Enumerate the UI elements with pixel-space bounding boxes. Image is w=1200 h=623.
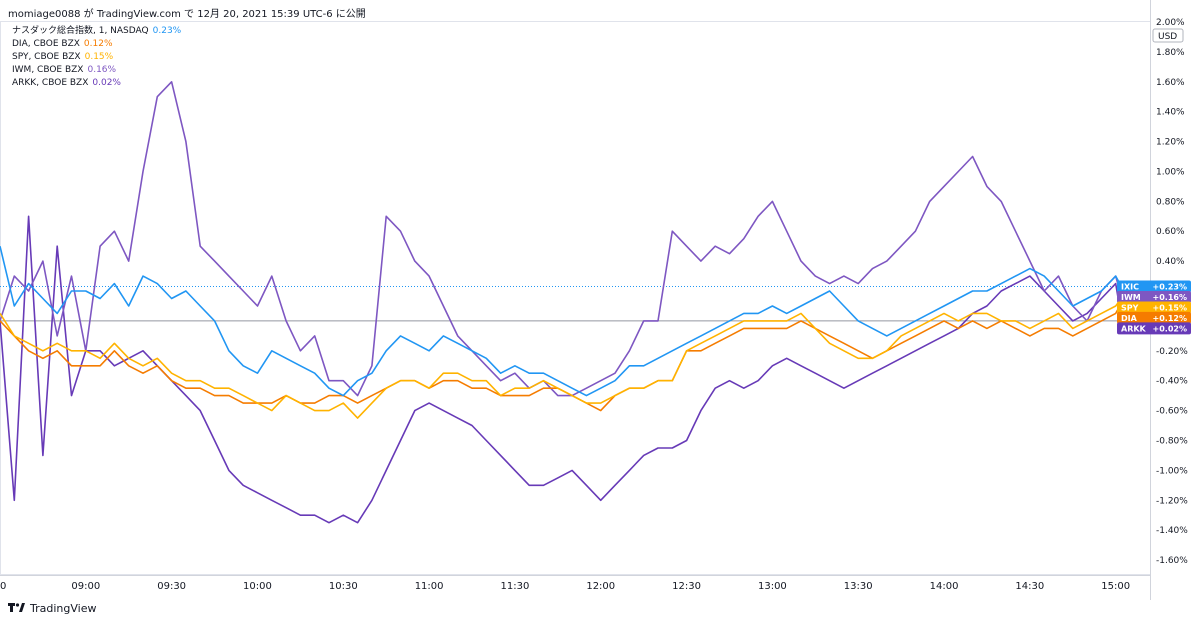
legend-series-name: ARKK, CBOE BZX: [12, 78, 89, 88]
currency-label: USD: [1158, 32, 1177, 42]
legend-series-change: 0.23%: [152, 26, 182, 36]
y-tick-label: -0.20%: [1156, 347, 1188, 357]
x-tick-label: 12:30: [672, 581, 701, 592]
price-tag-ixic[interactable]: IXIC +0.23%: [1117, 280, 1191, 293]
currency-badge[interactable]: [1152, 28, 1184, 43]
chart-legend: ナスダック総合指数, 1, NASDAQ 0.23% DIA, CBOE BZX 0.…: [12, 25, 181, 90]
y-tick-label: 1.20%: [1156, 138, 1185, 148]
price-tag-bg: [1117, 301, 1191, 314]
price-tag-bg: [1117, 322, 1191, 335]
series-line-dia[interactable]: [0, 302, 1123, 412]
y-tick-label: 0.40%: [1156, 257, 1185, 267]
legend-item[interactable]: ARKK, CBOE BZX 0.02%: [12, 77, 181, 90]
price-tag-value: +0.23%: [1153, 283, 1187, 292]
tradingview-footer[interactable]: TradingView: [8, 602, 96, 615]
y-tick-label: -0.40%: [1156, 377, 1188, 387]
price-tag-symbol: ARKK: [1121, 324, 1147, 333]
legend-item[interactable]: DIA, CBOE BZX 0.12%: [12, 38, 181, 51]
price-tag-symbol: IXIC: [1121, 283, 1139, 292]
x-tick-label: 14:30: [1015, 581, 1044, 592]
x-tick-label: 12:00: [586, 581, 615, 592]
price-tag-bg: [1117, 280, 1191, 293]
price-tag-iwm[interactable]: IWM +0.16%: [1117, 291, 1191, 304]
y-tick-label: 1.80%: [1156, 48, 1185, 58]
x-tick-label: 13:00: [758, 581, 787, 592]
y-tick-label: 0.60%: [1156, 227, 1185, 237]
x-tick-label: 10:30: [329, 581, 358, 592]
series-line-arkk[interactable]: [0, 215, 1123, 524]
price-tag-value: +0.15%: [1153, 303, 1187, 312]
x-tick-label: 09:00: [71, 581, 100, 592]
x-tick-label: 09:30: [157, 581, 186, 592]
series-line-spy[interactable]: [0, 298, 1123, 419]
legend-item[interactable]: ナスダック総合指数, 1, NASDAQ 0.23%: [12, 25, 181, 38]
tradingview-brand-label: TradingView: [30, 602, 97, 615]
legend-series-change: 0.15%: [84, 52, 114, 62]
y-tick-label: -1.00%: [1156, 466, 1188, 476]
legend-item[interactable]: SPY, CBOE BZX 0.15%: [12, 51, 181, 64]
x-tick-label: 15:00: [1101, 581, 1130, 592]
price-tag-bg: [1117, 291, 1191, 304]
price-tag-value: +0.16%: [1153, 293, 1187, 302]
y-tick-label: -0.80%: [1156, 436, 1188, 446]
legend-series-change: 0.02%: [92, 78, 121, 88]
price-tag-bg: [1117, 311, 1191, 324]
tradingview-logo-icon: [8, 602, 26, 615]
x-tick-label: 11:30: [501, 581, 530, 592]
x-tick-label: 13:30: [844, 581, 873, 592]
legend-series-name: ナスダック総合指数, 1, NASDAQ: [12, 26, 149, 36]
y-tick-label: 0.80%: [1156, 197, 1185, 207]
price-tag-symbol: IWM: [1121, 293, 1141, 302]
x-tick-label: 14:00: [930, 581, 959, 592]
legend-series-name: DIA, CBOE BZX: [12, 39, 80, 49]
legend-series-name: SPY, CBOE BZX: [12, 52, 81, 62]
price-tag-dia[interactable]: DIA +0.12%: [1117, 311, 1191, 324]
price-tag-arkk[interactable]: ARKK +0.02%: [1117, 322, 1191, 335]
x-tick-label: 10:00: [243, 581, 272, 592]
x-tick-label: 11:00: [415, 581, 444, 592]
price-tag-symbol: DIA: [1121, 314, 1138, 323]
y-tick-label: -1.20%: [1156, 496, 1188, 506]
y-tick-label: 1.60%: [1156, 78, 1185, 88]
y-tick-label: -1.60%: [1156, 556, 1188, 566]
legend-item[interactable]: IWM, CBOE BZX 0.16%: [12, 64, 181, 77]
price-tag-symbol: SPY: [1121, 303, 1139, 312]
y-tick-label: 2.00%: [1156, 18, 1185, 28]
legend-series-name: IWM, CBOE BZX: [12, 65, 84, 75]
x-tick-label: 0: [0, 581, 6, 592]
y-tick-label: -0.60%: [1156, 407, 1188, 417]
y-tick-label: -1.40%: [1156, 526, 1188, 536]
y-tick-label: 1.00%: [1156, 167, 1185, 177]
price-tag-spy[interactable]: SPY +0.15%: [1117, 301, 1191, 314]
publication-caption: momiage0088 が TradingView.com で 12月 20, …: [8, 9, 366, 20]
series-line-ixic[interactable]: [0, 246, 1123, 397]
price-tag-value: +0.12%: [1153, 314, 1187, 323]
price-tag-value: +0.02%: [1153, 324, 1187, 333]
series-line-iwm[interactable]: [0, 81, 1123, 397]
legend-series-change: 0.12%: [83, 39, 113, 49]
legend-series-change: 0.16%: [87, 65, 117, 75]
y-tick-label: 1.40%: [1156, 108, 1185, 118]
